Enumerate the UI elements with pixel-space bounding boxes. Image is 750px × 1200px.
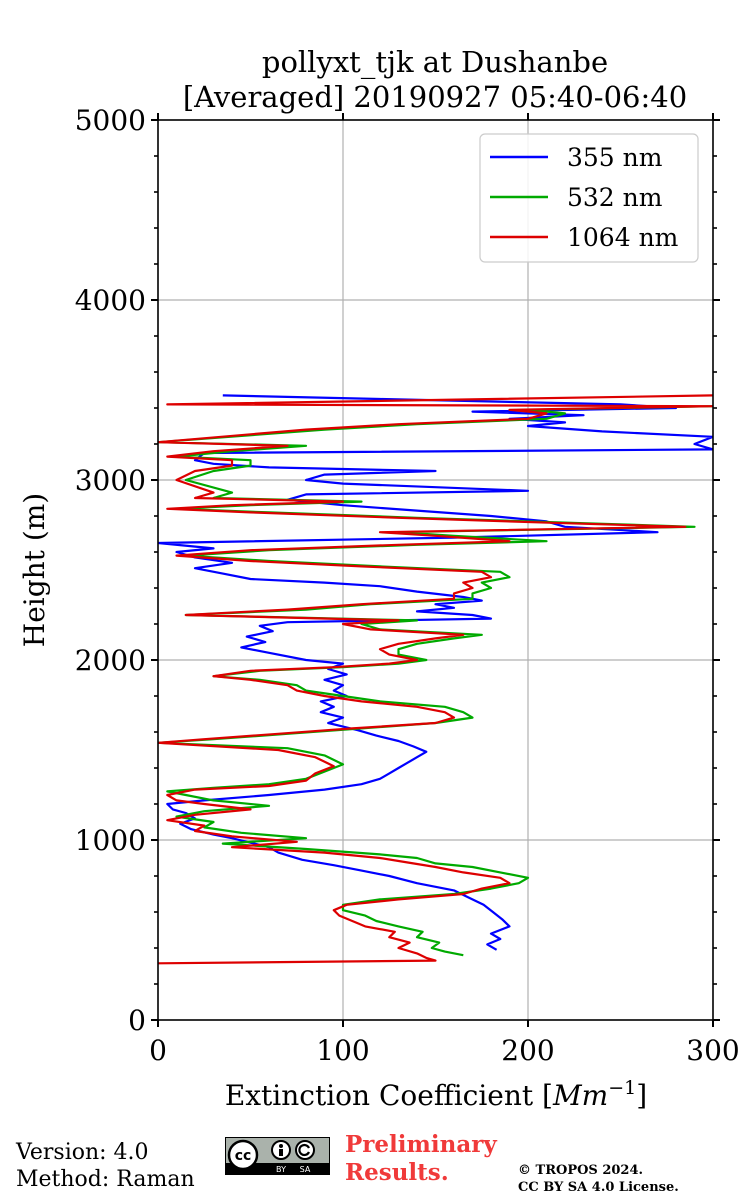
- y-tick-label: 1000: [75, 824, 146, 857]
- x-tick-label: 300: [686, 1034, 739, 1067]
- y-tick-label: 4000: [75, 284, 146, 317]
- cc-by-label: BY: [276, 1165, 286, 1174]
- by-icon-body: [279, 1149, 283, 1156]
- y-tick-label: 0: [128, 1004, 146, 1037]
- axis-ticks: [151, 113, 720, 1027]
- x-axis-unit-exponent: −1: [608, 1077, 636, 1099]
- legend-label: 355 nm: [567, 143, 663, 172]
- grid-lines: [158, 120, 713, 1020]
- x-tick-label: 100: [316, 1034, 369, 1067]
- legend-box: [479, 133, 699, 263]
- x-tick-label: 0: [149, 1034, 167, 1067]
- y-tick-label: 5000: [75, 104, 146, 137]
- copyright-line-1: © TROPOS 2024.: [518, 1163, 644, 1178]
- copyright-line-2: CC BY SA 4.0 License.: [518, 1180, 679, 1195]
- cc-logo-icon: [227, 1139, 259, 1171]
- by-icon-head: [279, 1144, 283, 1148]
- x-axis-label-text: Extinction Coefficient: [225, 1079, 534, 1112]
- legend-label: 532 nm: [567, 183, 663, 212]
- preliminary-results-line-1: Preliminary: [345, 1131, 497, 1158]
- cc-license-badge: cc BY SA: [225, 1137, 330, 1175]
- method-text: Method: Raman: [16, 1167, 195, 1192]
- cc-logo-text: cc: [235, 1148, 252, 1164]
- y-axis-label: Height (m): [18, 493, 51, 647]
- preliminary-results-line-2: Results.: [345, 1159, 449, 1186]
- plot-frame: [157, 119, 714, 1021]
- series-line-1064-nm: [158, 394, 713, 965]
- legend: 355 nm 532 nm 1064 nm: [479, 133, 699, 263]
- sa-icon-arrow: [298, 1143, 311, 1157]
- series-line-355-nm: [158, 394, 713, 951]
- series-lines: [158, 394, 713, 965]
- y-tick-label: 2000: [75, 644, 146, 677]
- cc-sa-label: SA: [300, 1165, 311, 1174]
- x-tick-label: 200: [501, 1034, 554, 1067]
- x-axis-label: Extinction Coefficient [Mm−1]: [225, 1077, 647, 1112]
- legend-label: 1064 nm: [567, 223, 679, 252]
- y-tick-label: 3000: [75, 464, 146, 497]
- chart-title-line-2: [Averaged] 20190927 05:40-06:40: [183, 80, 687, 114]
- x-axis-unit: Mm: [552, 1079, 608, 1112]
- series-line-532-nm: [158, 395, 713, 957]
- extinction-profile-chart: pollyxt_tjk at Dushanbe [Averaged] 20190…: [18, 45, 740, 1112]
- version-text: Version: 4.0: [16, 1140, 149, 1165]
- chart-title-line-1: pollyxt_tjk at Dushanbe: [262, 45, 608, 80]
